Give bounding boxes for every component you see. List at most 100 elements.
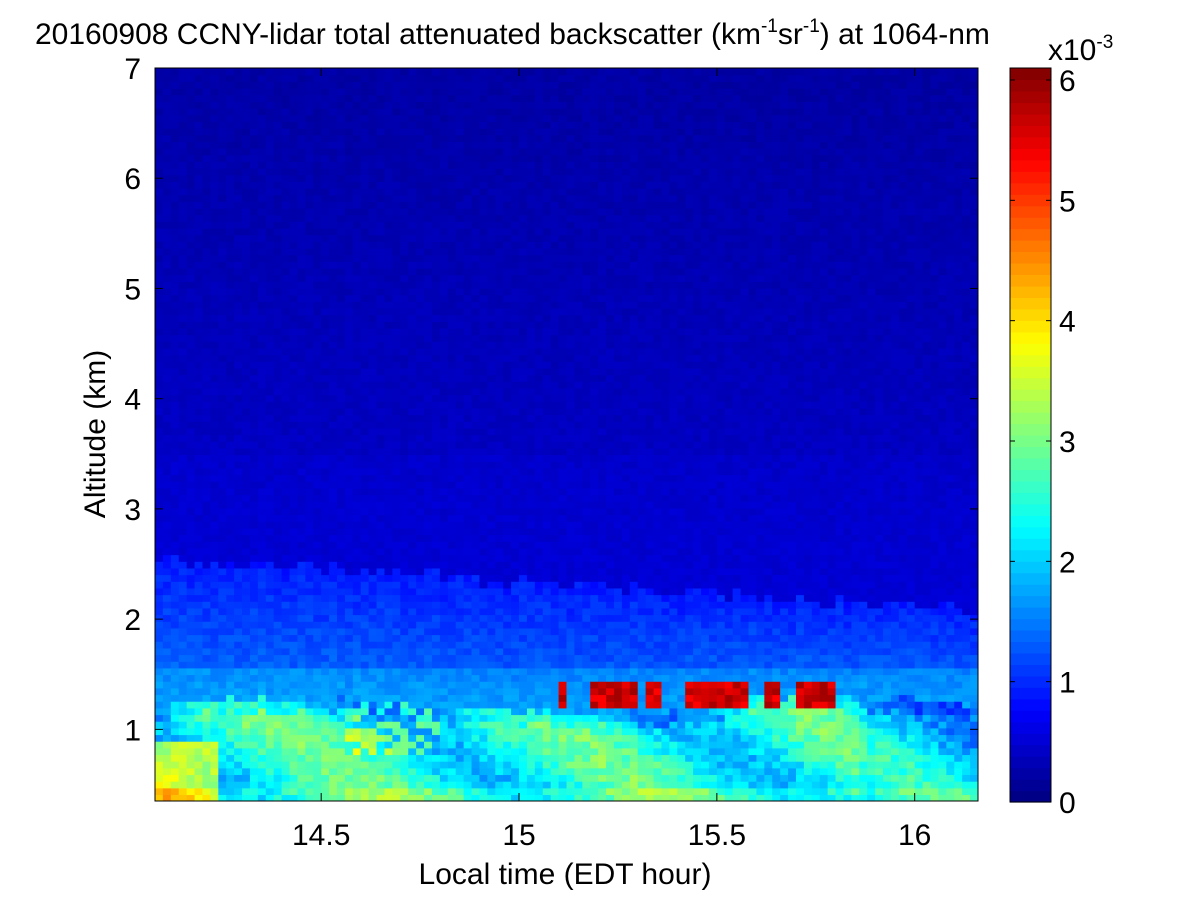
- heatmap-cell: [376, 781, 386, 789]
- heatmap-cell: [170, 727, 180, 736]
- heatmap-cell: [162, 674, 172, 682]
- heatmap-cell: [392, 367, 402, 376]
- heatmap-cell: [487, 361, 496, 369]
- heatmap-cell: [178, 627, 188, 636]
- heatmap-cell: [234, 474, 243, 482]
- heatmap-cell: [384, 441, 394, 449]
- heatmap-cell: [265, 767, 275, 776]
- heatmap-cell: [249, 361, 259, 369]
- heatmap-cell: [194, 261, 204, 269]
- heatmap-cell: [376, 81, 386, 89]
- heatmap-cell: [226, 234, 235, 242]
- heatmap-cell: [503, 267, 512, 276]
- heatmap-cell: [455, 81, 465, 89]
- heatmap-cell: [431, 227, 441, 236]
- heatmap-cell: [249, 327, 259, 336]
- heatmap-cell: [289, 221, 299, 229]
- heatmap-cell: [455, 694, 465, 702]
- heatmap-cell: [297, 534, 307, 542]
- heatmap-cell: [471, 467, 481, 476]
- heatmap-cell: [337, 587, 346, 596]
- heatmap-cell: [344, 527, 354, 536]
- heatmap-cell: [408, 487, 417, 496]
- heatmap-cell: [273, 774, 283, 782]
- heatmap-cell: [162, 321, 172, 329]
- heatmap-cell: [368, 767, 378, 776]
- heatmap-cell: [210, 341, 219, 349]
- heatmap-cell: [281, 401, 291, 409]
- heatmap-cell: [305, 627, 314, 636]
- heatmap-cell: [313, 627, 322, 636]
- heatmap-cell: [479, 174, 489, 182]
- heatmap-cell: [329, 414, 338, 422]
- heatmap-cell: [202, 741, 212, 749]
- heatmap-cell: [392, 201, 402, 209]
- heatmap-cell: [344, 421, 354, 429]
- heatmap-cell: [226, 254, 235, 262]
- heatmap-cell: [408, 167, 417, 176]
- heatmap-cell: [155, 447, 164, 456]
- heatmap-cell: [352, 714, 362, 722]
- heatmap-cell: [249, 187, 259, 196]
- heatmap-cell: [313, 234, 322, 242]
- heatmap-cell: [178, 214, 188, 222]
- heatmap-cell: [313, 654, 322, 662]
- heatmap-cell: [305, 394, 314, 402]
- heatmap-cell: [281, 241, 291, 249]
- heatmap-cell: [360, 287, 370, 296]
- heatmap-cell: [321, 334, 330, 342]
- heatmap-cell: [503, 447, 512, 456]
- heatmap-cell: [321, 427, 330, 436]
- heatmap-cell: [265, 147, 275, 156]
- heatmap-cell: [376, 334, 386, 342]
- heatmap-cell: [447, 494, 457, 502]
- heatmap-cell: [155, 454, 164, 462]
- heatmap-cell: [416, 781, 425, 789]
- heatmap-cell: [455, 314, 465, 322]
- heatmap-cell: [257, 287, 267, 296]
- heatmap-cell: [337, 494, 346, 502]
- heatmap-cell: [431, 761, 441, 769]
- heatmap-cell: [487, 541, 496, 549]
- heatmap-cell: [226, 741, 235, 749]
- heatmap-cell: [344, 127, 354, 136]
- heatmap-cell: [495, 734, 504, 742]
- heatmap-cell: [178, 454, 188, 462]
- heatmap-cell: [289, 427, 299, 436]
- heatmap-cell: [463, 68, 473, 76]
- heatmap-cell: [194, 434, 204, 442]
- heatmap-cell: [431, 347, 441, 356]
- heatmap-cell: [289, 321, 299, 329]
- heatmap-cell: [463, 781, 473, 789]
- heatmap-cell: [416, 501, 425, 509]
- heatmap-cell: [265, 621, 275, 629]
- heatmap-cell: [194, 367, 204, 376]
- heatmap-cell: [313, 434, 322, 442]
- heatmap-cell: [408, 114, 417, 123]
- heatmap-cell: [471, 521, 481, 529]
- heatmap-cell: [242, 581, 251, 589]
- heatmap-cell: [162, 214, 172, 222]
- heatmap-cell: [329, 541, 338, 549]
- heatmap-cell: [463, 147, 473, 156]
- heatmap-cell: [313, 701, 322, 709]
- heatmap-cell: [344, 481, 354, 489]
- heatmap-cell: [495, 381, 504, 389]
- heatmap-cell: [424, 134, 433, 142]
- heatmap-cell: [321, 274, 330, 282]
- heatmap-cell: [439, 181, 449, 189]
- heatmap-cell: [431, 114, 441, 123]
- heatmap-cell: [400, 707, 409, 716]
- heatmap-cell: [162, 507, 172, 516]
- heatmap-cell: [170, 754, 180, 762]
- heatmap-cell: [273, 574, 283, 582]
- heatmap-cell: [257, 367, 267, 376]
- heatmap-cell: [392, 574, 402, 582]
- heatmap-cell: [273, 494, 283, 502]
- heatmap-cell: [273, 101, 283, 109]
- heatmap-cell: [265, 747, 275, 756]
- heatmap-cell: [463, 307, 473, 316]
- heatmap-cell: [210, 327, 219, 336]
- heatmap-cell: [178, 734, 188, 742]
- heatmap-cell: [384, 407, 394, 416]
